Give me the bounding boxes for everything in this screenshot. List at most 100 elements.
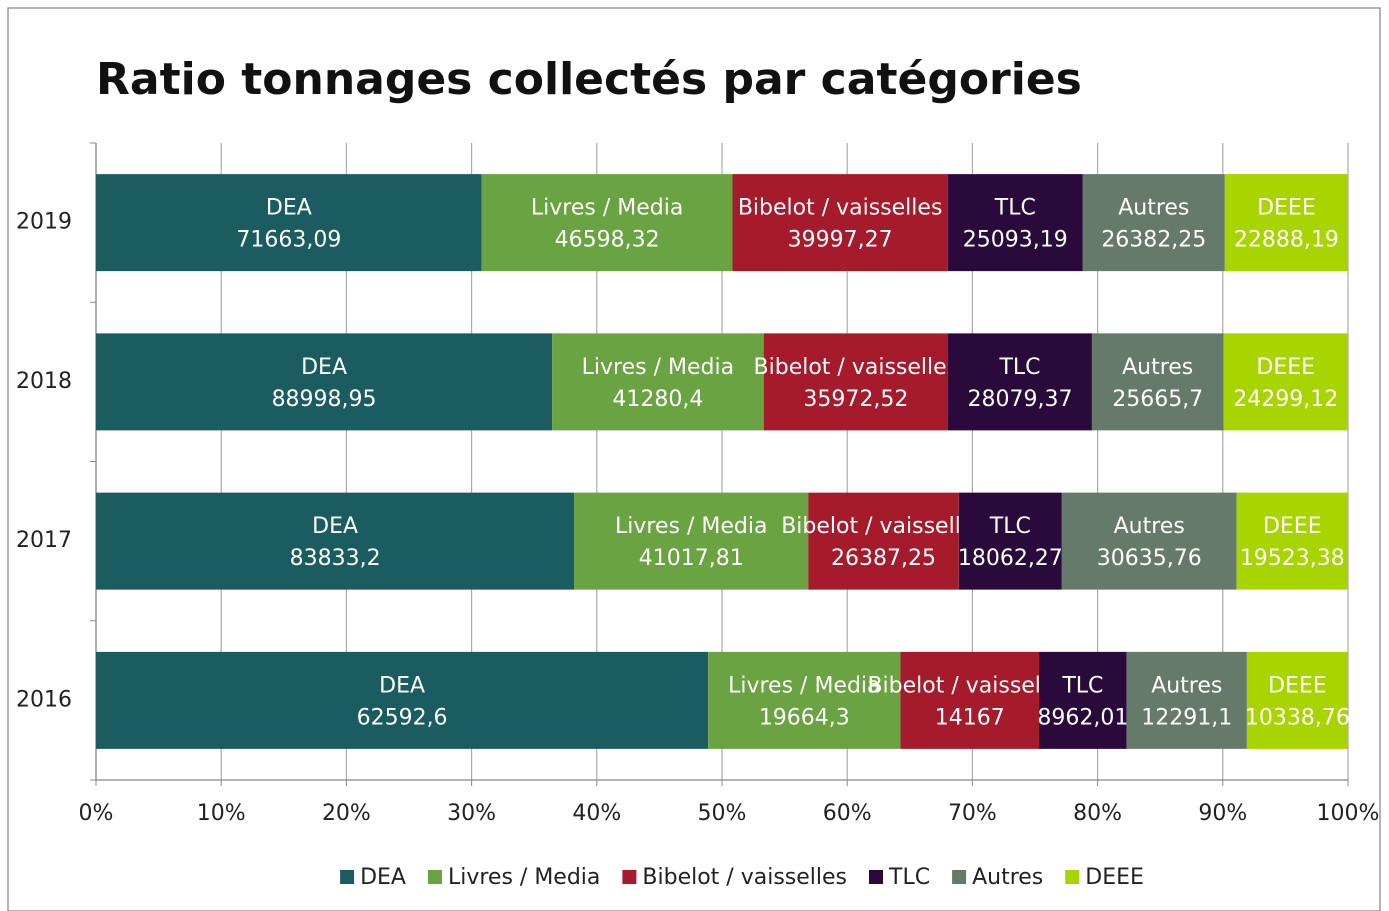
legend: DEA Livres / Media Bibelot / vaisselles TLC… [340,865,1144,890]
data-label: 25093,19 [963,228,1068,253]
data-label: 41280,4 [612,387,703,412]
data-label: 88998,95 [272,387,377,412]
data-label: 26382,25 [1101,228,1206,253]
bar-segment [1223,333,1348,431]
bar-segment [948,333,1092,431]
data-label: 35972,52 [803,387,908,412]
bar-segment [958,492,1062,590]
legend-swatch [427,870,442,884]
data-label: 25665,7 [1112,387,1203,412]
data-label-name: DEA [301,355,347,380]
bar-segment [808,492,959,590]
legend-label: DEA [360,865,406,890]
legend-label: Autres [972,865,1043,890]
legend-swatch [869,870,884,884]
bar-segment [900,651,1040,749]
data-label: 26387,25 [831,546,936,571]
x-tick-label: 70% [948,801,997,826]
data-label-name: DEA [379,673,425,698]
legend-label: Livres / Media [448,865,600,890]
x-tick-label: 60% [823,801,872,826]
data-label: 28079,37 [967,387,1072,412]
bar-segment [96,333,553,431]
data-label: 10338,76 [1245,705,1350,730]
y-tick-label: 2019 [16,210,72,235]
bar-segment [708,651,901,749]
x-tick-label: 30% [447,801,496,826]
data-label-name: DEA [312,514,358,539]
data-label-name: DEEE [1256,355,1315,380]
data-label-name: Bibelot / vaisselles [754,355,959,380]
data-label-name: DEEE [1257,196,1316,221]
legend-label: Bibelot / vaisselles [642,865,847,890]
x-tick-label: 40% [572,801,621,826]
bar-segment [1091,333,1224,431]
data-label: 12291,1 [1141,705,1232,730]
data-label-name: Autres [1114,514,1185,539]
legend-swatch [1065,870,1080,884]
data-label: 19523,38 [1240,546,1345,571]
bar-segment [732,174,948,272]
x-tick-label: 0% [79,801,114,826]
data-label-name: Autres [1151,673,1222,698]
data-label-name: TLC [998,355,1040,380]
chart-title: Ratio tonnages collectés par catégories [96,54,1082,105]
data-label-name: Livres / Media [531,196,683,221]
y-tick-label: 2016 [16,687,72,712]
data-label: 62592,6 [357,705,448,730]
data-label: 19664,3 [759,705,850,730]
data-label: 71663,09 [236,228,341,253]
data-label-name: TLC [994,196,1036,221]
bar-segment [763,333,949,431]
bar-segment [1039,651,1127,749]
data-label-name: Bibelot / vaisselles [738,196,943,221]
bar-segment [947,174,1083,272]
legend-swatch [622,870,637,884]
data-label-name: DEEE [1263,514,1322,539]
bar-segment [1246,651,1348,749]
data-label: 18062,27 [958,546,1063,571]
data-label-name: Autres [1118,196,1189,221]
chart-border [7,7,1381,911]
bar-segment [96,492,575,590]
data-label-name: Bibelot / vaisselles [781,514,986,539]
bar-segment [96,651,709,749]
data-label: 24299,12 [1233,387,1338,412]
x-tick-label: 10% [197,801,246,826]
data-label: 8962,01 [1037,705,1128,730]
data-label-name: Autres [1122,355,1193,380]
x-tick-label: 80% [1073,801,1122,826]
legend-swatch [952,870,967,884]
legend-label: TLC [888,865,930,890]
data-label: 46598,32 [555,228,660,253]
data-label-name: TLC [989,514,1031,539]
y-tick-label: 2017 [16,528,72,553]
data-label: 22888,19 [1234,228,1339,253]
legend-label: DEEE [1085,865,1144,890]
data-label-name: DEA [266,196,312,221]
data-label: 14167 [935,705,1005,730]
bar-segment [1082,174,1225,272]
x-tick-label: 90% [1198,801,1247,826]
bar-segment [1126,651,1247,749]
bar-segment [481,174,733,272]
data-label: 39997,27 [788,228,893,253]
bar-segment [552,333,764,431]
data-label-name: Bibelot / vaisselles [867,673,1072,698]
legend-swatch [340,870,355,884]
data-label: 41017,81 [639,546,744,571]
bar-segment [96,174,482,272]
data-label: 83833,2 [290,546,381,571]
bar-segment [1236,492,1348,590]
x-tick-label: 100% [1317,801,1380,826]
x-tick-label: 20% [322,801,371,826]
x-tick-label: 50% [698,801,747,826]
data-label: 30635,76 [1097,546,1202,571]
y-tick-label: 2018 [16,369,72,394]
data-label-name: Livres / Media [615,514,767,539]
bar-segment [574,492,809,590]
data-label-name: TLC [1061,673,1103,698]
data-label-name: Livres / Media [728,673,880,698]
bar-segment [1061,492,1237,590]
